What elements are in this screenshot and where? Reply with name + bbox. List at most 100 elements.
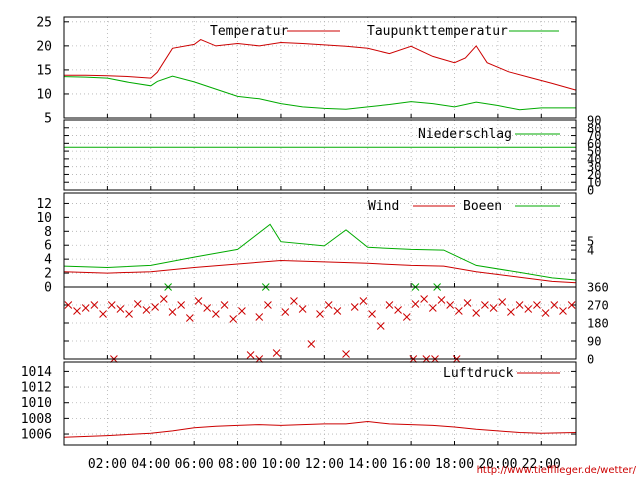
dir-frame [63, 286, 577, 360]
dir-point [446, 301, 455, 309]
dir-point [472, 309, 481, 317]
wind-tick-label: 8 [44, 225, 52, 240]
dir-point [264, 301, 272, 309]
dir-point [90, 301, 99, 309]
dir-point [481, 301, 489, 309]
legend-label-taupunkttemperatur: Taupunkttemperatur [367, 24, 508, 39]
dir-point [133, 300, 142, 308]
dir-point [151, 303, 159, 311]
dir-point [203, 304, 212, 312]
temp-tick-label: 10 [36, 87, 52, 102]
x-tick-label: 06:00 [175, 457, 214, 472]
dir-point [550, 301, 559, 309]
x-tick-label: 08:00 [218, 457, 257, 472]
x-tick-label: 18:00 [435, 457, 474, 472]
wind-tick-label: 4 [44, 253, 52, 268]
wind-tick-label: 12 [36, 197, 52, 212]
dir-point [298, 305, 307, 313]
legend-label-luftdruck: Luftdruck [443, 366, 514, 381]
temp-tick-label: 25 [36, 15, 52, 30]
dir-point [307, 340, 316, 348]
wind-tick-label: 6 [44, 239, 52, 254]
dir-point [507, 308, 515, 316]
dir-point [290, 297, 298, 305]
dir-point [428, 304, 437, 312]
x-tick-label: 16:00 [392, 457, 431, 472]
wind-series-boeen [63, 223, 577, 281]
dir-point [515, 301, 524, 309]
dir-point [281, 308, 290, 316]
press-tick-label: 1012 [21, 381, 52, 396]
press-tick-label: 1010 [21, 396, 52, 411]
rain-tick-label: 30 [587, 160, 601, 174]
rain-tick-label: 20 [587, 168, 601, 182]
dir-point [107, 301, 116, 309]
dir-point [411, 300, 420, 308]
rain-tick-label: 10 [587, 176, 601, 190]
press-frame [63, 361, 577, 446]
dir-point [212, 310, 220, 318]
dir-point [333, 307, 342, 315]
dir-point [272, 349, 281, 357]
dir-point [194, 297, 203, 305]
dir-point [567, 301, 576, 309]
dir-point [238, 307, 246, 315]
dir-point [541, 309, 550, 317]
dir-point [376, 322, 385, 330]
press-tick-label: 1014 [21, 365, 52, 380]
dir-point [229, 315, 238, 323]
dir-point [385, 301, 394, 309]
rain-tick-label: 40 [587, 152, 601, 166]
wind-tick-label: 10 [36, 211, 52, 226]
rain-frame [63, 119, 577, 191]
dir-point [463, 299, 472, 307]
dir-point [342, 350, 350, 358]
dir-point [168, 308, 177, 316]
dir-point [350, 303, 359, 311]
dir-point [142, 306, 151, 314]
legend-label-wind: Wind [368, 199, 399, 214]
dir-point [533, 301, 541, 309]
legend-label-niederschlag: Niederschlag [418, 127, 512, 142]
dir-point [402, 313, 411, 321]
dir-point [524, 305, 533, 313]
dir-point [81, 304, 90, 312]
dir-point [255, 313, 264, 321]
dir-point [64, 301, 73, 309]
x-tick-label: 10:00 [261, 457, 300, 472]
press-tick-label: 1008 [21, 412, 52, 427]
dir-point [559, 307, 567, 315]
wind-tick-label: 2 [44, 267, 52, 282]
wind-tick-label-right: 5 [587, 235, 594, 249]
wind-series-wind [63, 259, 577, 284]
dir-point [116, 305, 125, 313]
dir-point [368, 310, 376, 318]
temp-series-temperatur [64, 39, 577, 91]
dir-point [498, 298, 507, 306]
dir-point [437, 296, 446, 304]
temp-frame [63, 16, 577, 119]
credit-link[interactable]: http://www.tiefflieger.de/wetter/ [477, 465, 637, 476]
dir-point [394, 306, 402, 314]
rain-tick-label: 70 [587, 129, 601, 143]
legend-label-temperatur: Temperatur [210, 24, 288, 39]
dir-point [420, 295, 428, 303]
dir-tick-label: 0 [587, 353, 594, 367]
rain-tick-label: 0 [587, 184, 594, 198]
dir-point [489, 304, 498, 312]
temp-tick-label: 5 [44, 112, 52, 127]
wind-tick-label-right: 4 [587, 244, 594, 258]
dir-tick-label: 360 [587, 281, 609, 295]
temperature-panel: 5 10 15 20 25 Temperatur Taupunkttemperatur [36, 15, 577, 127]
dir-point [125, 310, 133, 318]
dir-tick-label: 270 [587, 299, 609, 313]
x-tick-label: 04:00 [131, 457, 170, 472]
dir-point [73, 307, 81, 315]
x-tick-label: 02:00 [88, 457, 127, 472]
dir-grid: 0 90 180 270 360 [64, 281, 609, 367]
